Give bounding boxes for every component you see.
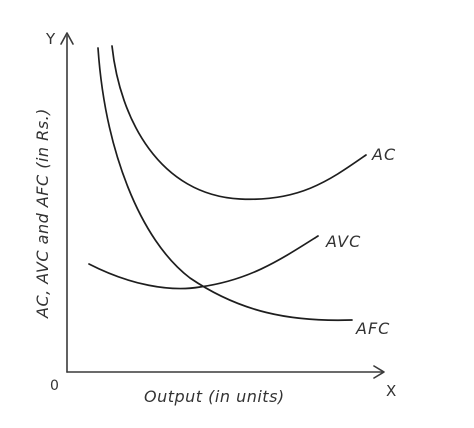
avc-curve-label: AVC bbox=[325, 232, 361, 251]
ac-curve bbox=[111, 45, 367, 201]
origin-label: 0 bbox=[50, 378, 59, 394]
afc-curve bbox=[97, 47, 353, 322]
x-axis-title: Output (in units) bbox=[144, 387, 285, 406]
y-axis-arrow-icon bbox=[60, 32, 74, 45]
y-axis-letter: Y bbox=[45, 30, 56, 48]
afc-curve-label: AFC bbox=[355, 319, 390, 338]
ac-curve-label: AC bbox=[371, 145, 396, 164]
y-axis-title: AC, AVC and AFC (in Rs.) bbox=[33, 108, 52, 319]
x-axis-letter: X bbox=[386, 382, 396, 400]
x-axis-arrow-icon bbox=[373, 365, 385, 379]
avc-curve bbox=[88, 235, 319, 290]
